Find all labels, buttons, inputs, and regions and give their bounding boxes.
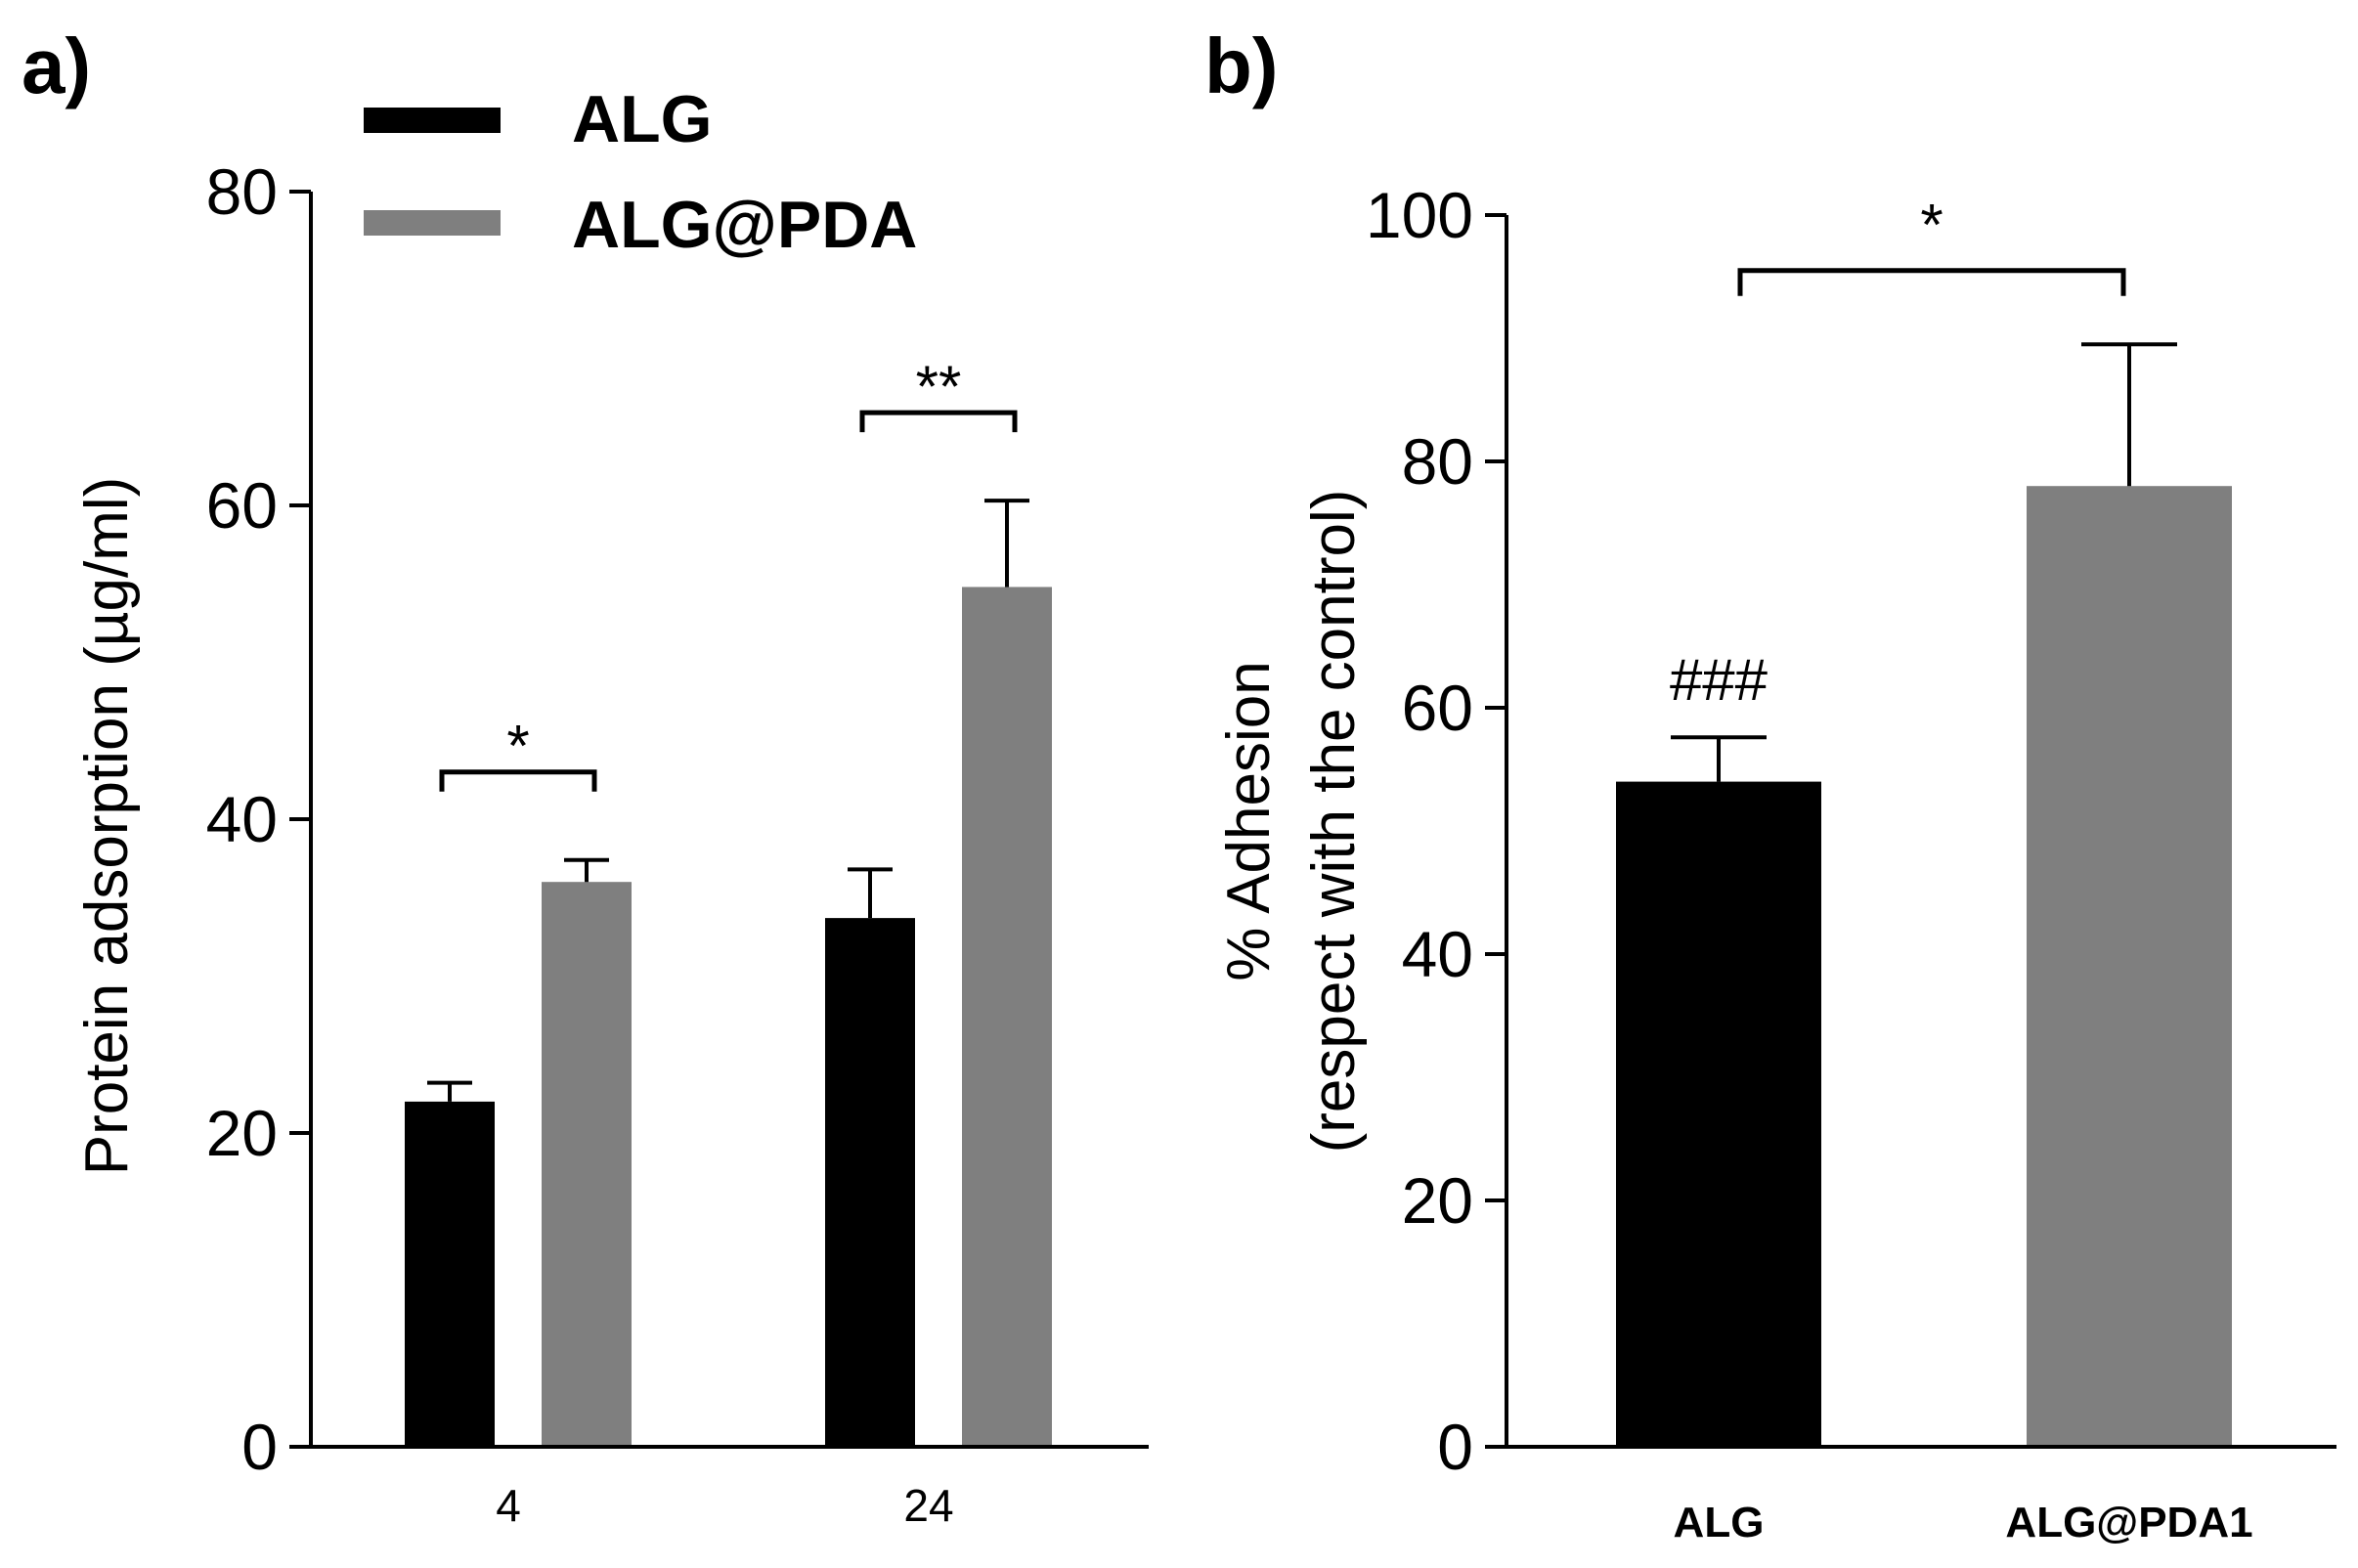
bar-alg-4 <box>405 1101 495 1447</box>
bar-alg-pda1 <box>2027 486 2232 1447</box>
legend-label-alg: ALG <box>572 82 713 156</box>
panel-b-label: b) <box>1204 22 1279 109</box>
legend-swatch-alg <box>364 108 501 133</box>
error-bar <box>984 499 1029 588</box>
significance-label: ** <box>916 354 962 419</box>
x-tick-label-b: ALG@PDA1 <box>2005 1499 2252 1546</box>
bar-alg <box>1616 781 1821 1447</box>
error-bar <box>564 857 609 883</box>
y-axis-label-b-line1: % Adhesion <box>1215 661 1283 980</box>
y-tick-label-a: 20 <box>206 1097 278 1169</box>
y-tick-label-b: 60 <box>1402 672 1473 744</box>
y-ticks-b: 0 20 40 60 80 100 <box>1366 179 1506 1483</box>
y-tick-label-b: 40 <box>1402 918 1473 990</box>
y-axis-label-a: Protein adsorption (µg/ml) <box>73 477 141 1176</box>
panel-a-label: a) <box>22 22 91 109</box>
bars-a: 4 * 24 ** <box>405 354 1052 1531</box>
significance-bracket <box>439 769 597 792</box>
legend-swatch-alg-pda <box>364 210 501 236</box>
legend-label-alg-pda: ALG@PDA <box>572 188 917 262</box>
y-tick-label-b: 100 <box>1366 179 1473 251</box>
legend-a: ALG ALG@PDA <box>364 82 917 262</box>
error-bar <box>427 1080 472 1102</box>
y-tick-label-a: 0 <box>241 1411 278 1483</box>
bar-alg-pda-24 <box>962 587 1052 1447</box>
x-tick-label-a: 4 <box>496 1480 521 1531</box>
bar-alg-24 <box>825 918 915 1447</box>
x-tick-label-b: ALG <box>1674 1499 1765 1546</box>
significance-bracket <box>859 410 1018 433</box>
chart-a: a) ALG ALG@PDA Protein adsorption (µg/ml… <box>22 22 1149 1531</box>
bars-b: ALG ALG@PDA1 ### * <box>1616 193 2253 1546</box>
y-tick-label-b: 20 <box>1402 1164 1473 1237</box>
significance-label-b: * <box>1920 193 1943 258</box>
significance-label: * <box>506 714 529 779</box>
bar-alg-pda-4 <box>542 882 632 1447</box>
x-tick-label-a: 24 <box>903 1480 953 1531</box>
error-bar <box>2081 342 2177 487</box>
y-tick-label-a: 80 <box>206 155 278 228</box>
error-bar <box>848 867 893 919</box>
bar-annotation: ### <box>1670 647 1768 713</box>
y-tick-label-b: 0 <box>1437 1411 1473 1483</box>
y-tick-label-b: 80 <box>1402 425 1473 498</box>
y-axis-label-b-line2: (respect with the control) <box>1300 490 1368 1154</box>
chart-b: b) % Adhesion (respect with the control)… <box>1204 22 2336 1546</box>
error-bar <box>1671 735 1767 782</box>
y-tick-label-a: 60 <box>206 469 278 542</box>
y-tick-label-a: 40 <box>206 783 278 855</box>
y-ticks-a: 0 20 40 60 80 <box>206 155 311 1483</box>
significance-bracket-b <box>1737 268 2126 296</box>
